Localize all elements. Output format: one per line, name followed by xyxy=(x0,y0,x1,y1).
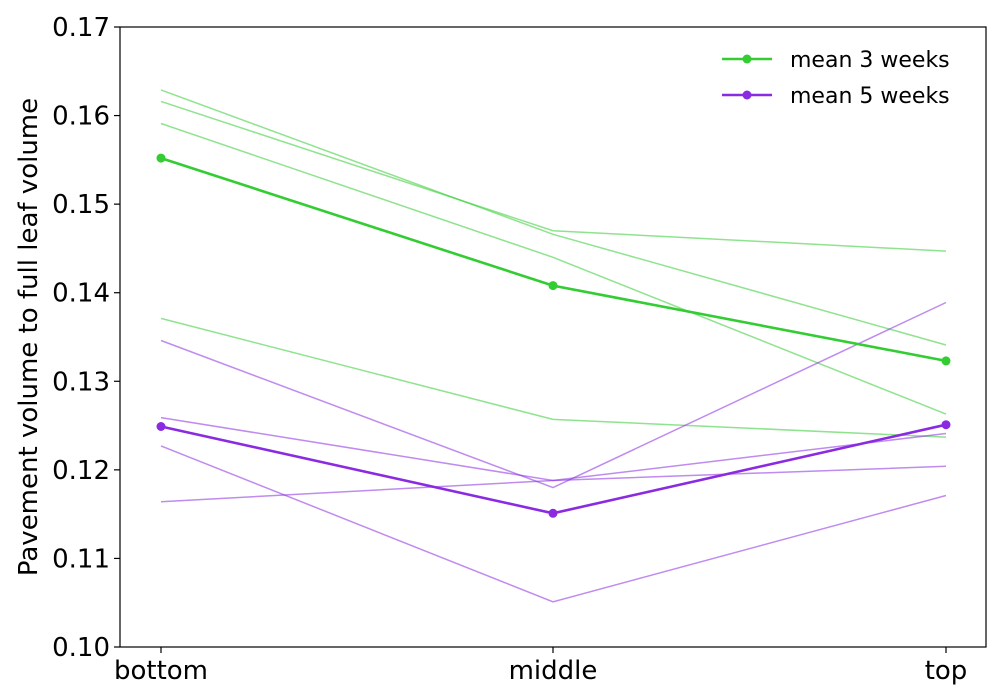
individual-lines xyxy=(160,89,947,603)
x-axis-ticks: bottom middle top xyxy=(114,647,967,686)
legend-label-weeks5: mean 5 weeks xyxy=(790,84,950,109)
y-tick-label: 0.12 xyxy=(52,456,110,486)
y-tick-label: 0.10 xyxy=(52,633,110,663)
legend-marker-weeks5 xyxy=(742,90,752,100)
individual-line-weeks3-2 xyxy=(160,100,947,252)
legend: mean 3 weeks mean 5 weeks xyxy=(722,48,950,109)
mean-point-weeks5-bottom xyxy=(156,422,166,431)
mean-point-weeks5-top xyxy=(941,420,951,430)
x-tick-label-top: top xyxy=(925,656,968,686)
y-axis-ticks: 0.10 0.11 0.12 0.13 0.14 0.15 0.16 0.17 xyxy=(52,13,120,663)
legend-label-weeks3: mean 3 weeks xyxy=(790,48,950,73)
mean-line-weeks5 xyxy=(160,423,947,515)
x-tick-label-bottom: bottom xyxy=(114,656,208,686)
y-tick-label: 0.17 xyxy=(52,13,110,43)
individual-line-weeks3-1 xyxy=(160,89,947,346)
y-axis-label: Pavement volume to full leaf volume xyxy=(14,98,44,576)
legend-marker-weeks3 xyxy=(742,54,752,64)
mean-line-weeks3 xyxy=(160,156,947,363)
individual-line-weeks3-4 xyxy=(160,317,947,438)
mean-point-weeks3-middle xyxy=(548,281,558,291)
y-tick-label: 0.16 xyxy=(52,102,110,132)
y-tick-label: 0.14 xyxy=(52,279,110,309)
individual-line-weeks3-3 xyxy=(160,122,947,415)
y-tick-label: 0.13 xyxy=(52,367,110,397)
mean-lines xyxy=(156,153,951,518)
y-tick-label: 0.15 xyxy=(52,190,110,220)
mean-point-weeks5-middle xyxy=(548,508,558,518)
mean-point-weeks3-bottom xyxy=(156,153,166,163)
individual-line-weeks5-7 xyxy=(160,445,947,603)
individual-line-weeks5-8 xyxy=(160,465,947,503)
individual-line-weeks5-5 xyxy=(160,301,947,489)
y-tick-label: 0.11 xyxy=(52,544,110,574)
plot-frame xyxy=(119,26,987,648)
mean-point-weeks3-top xyxy=(941,356,951,366)
x-tick-label-middle: middle xyxy=(509,656,598,686)
